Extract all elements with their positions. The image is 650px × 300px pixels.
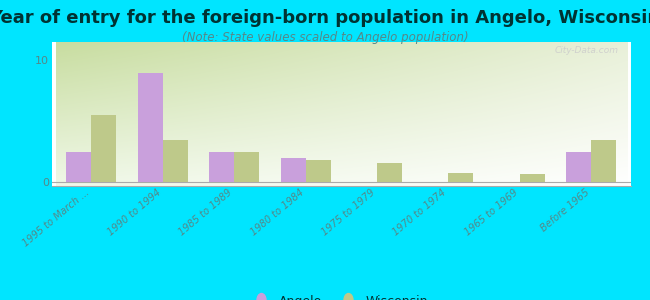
Bar <box>234 152 259 182</box>
Bar <box>520 174 545 182</box>
Bar <box>377 163 402 182</box>
Text: City-Data.com: City-Data.com <box>555 46 619 55</box>
Bar <box>66 152 91 182</box>
Bar <box>592 140 616 182</box>
Text: Year of entry for the foreign-born population in Angelo, Wisconsin: Year of entry for the foreign-born popul… <box>0 9 650 27</box>
Bar <box>306 160 331 182</box>
Bar <box>209 152 234 182</box>
Bar <box>138 73 162 182</box>
Bar <box>448 172 473 182</box>
Legend: Angelo, Wisconsin: Angelo, Wisconsin <box>249 290 434 300</box>
Bar <box>281 158 306 182</box>
Bar <box>162 140 188 182</box>
Text: (Note: State values scaled to Angelo population): (Note: State values scaled to Angelo pop… <box>182 32 468 44</box>
Bar <box>566 152 592 182</box>
Bar <box>91 115 116 182</box>
